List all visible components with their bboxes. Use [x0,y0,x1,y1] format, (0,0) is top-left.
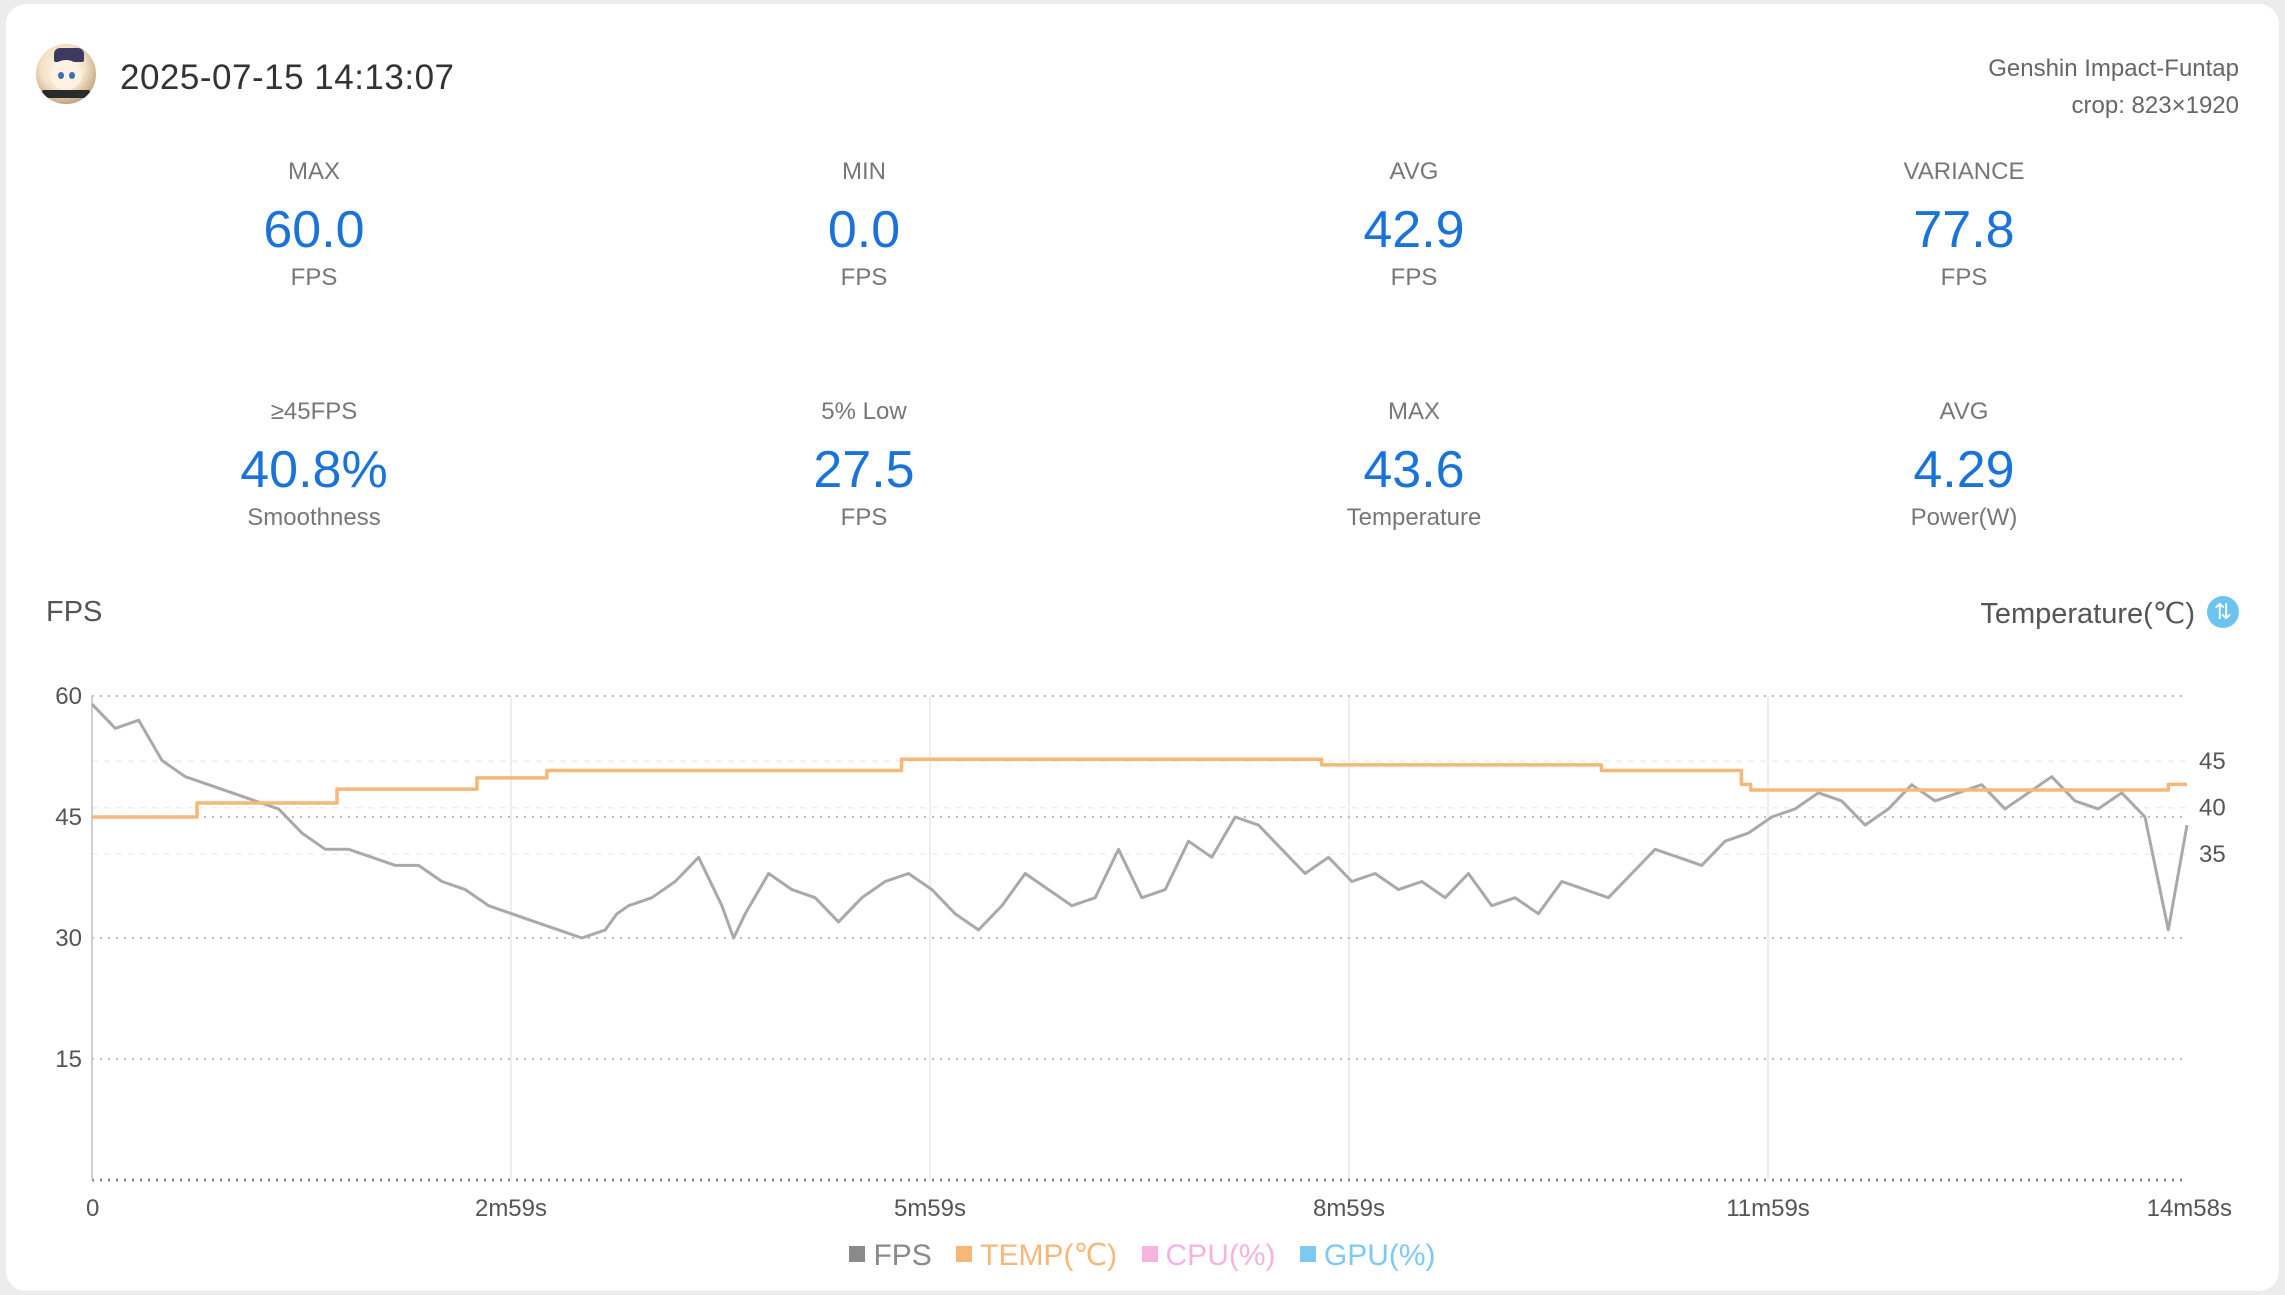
y-left-tick-label: 60 [55,683,82,710]
chart-left-axis-title: FPS [46,596,103,628]
stat-variance: VARIANCE 77.8 FPS [1774,158,2154,292]
x-tick-label: 5m59s [894,1195,966,1222]
avatar-eye-left [58,72,64,79]
x-tick-label: 2m59s [475,1195,547,1222]
stat-label: AVG [1389,158,1439,185]
performance-report-card [6,4,2279,1291]
legend-swatch-cpu [1141,1246,1158,1263]
x-tick-label: 14m58s [2147,1195,2232,1222]
app-name: Genshin Impact-Funtap [1988,55,2239,82]
stat-unit: FPS [1940,264,1988,291]
x-tick-label: 0 [86,1195,99,1222]
stat-min-fps: MIN 0.0 FPS [674,158,1054,292]
stat-unit: Temperature [1346,504,1482,531]
stat-value: 0.0 [827,201,901,259]
swap-vertical-icon[interactable]: ⇅ [2207,596,2239,628]
y-left-tick-label: 15 [55,1046,82,1073]
y-right-tick-label: 40 [2199,795,2226,822]
legend-label-gpu: GPU(%) [1323,1239,1436,1272]
y-right-tick-label: 35 [2199,841,2226,868]
stat-smoothness: ≥45FPS 40.8% Smoothness [124,398,504,532]
legend-swatch-fps [849,1246,866,1263]
legend-item-gpu[interactable]: GPU(%) [1299,1239,1436,1273]
legend-label-temp: TEMP(℃) [980,1239,1118,1272]
stat-label: MAX [1387,398,1440,425]
series-line-fps [90,703,2189,940]
stat-value: 27.5 [813,441,915,499]
stat-value: 4.29 [1913,441,2015,499]
stat-label: AVG [1939,398,1989,425]
fps-temperature-chart: 0 2m59s 5m59s 8m59s 11m59s 14m58s 15 30 45 60 35 40… [55,683,2232,1222]
stat-avg-fps: AVG 42.9 FPS [1224,158,1604,292]
avatar-face-shape [50,60,82,90]
stat-label: MAX [287,158,340,185]
stat-unit: Smoothness [247,504,381,531]
stat-unit: FPS [290,264,338,291]
stat-label: VARIANCE [1903,158,2025,185]
crop-size: crop: 823×1920 [2071,92,2239,119]
session-datetime: 2025-07-15 14:13:07 [120,58,455,97]
legend-item-cpu[interactable]: CPU(%) [1141,1239,1276,1273]
stat-max-fps: MAX 60.0 FPS [124,158,504,292]
legend-item-fps[interactable]: FPS [849,1239,932,1273]
stat-value: 60.0 [263,201,365,259]
stat-value: 40.8% [240,441,388,499]
avatar-hat-shape [54,48,84,62]
chart-legend: FPS TEMP(℃) CPU(%) GPU(%) [0,1238,2285,1273]
y-left-tick-label: 45 [55,804,82,831]
app-info: Genshin Impact-Funtap crop: 823×1920 [1988,50,2239,124]
avatar-eye-right [69,72,75,79]
stat-value: 77.8 [1913,201,2015,259]
stat-max-temperature: MAX 43.6 Temperature [1224,398,1604,532]
chart-right-axis-title: Temperature(℃) [1980,598,2195,630]
stat-unit: FPS [840,264,888,291]
stat-label: ≥45FPS [270,398,358,425]
app-avatar [36,44,96,104]
series-line-temp [92,757,2187,819]
legend-label-fps: FPS [873,1239,932,1272]
y-right-tick-label: 45 [2199,748,2226,775]
x-tick-label: 8m59s [1313,1195,1385,1222]
avatar-nameplate [42,90,90,98]
stat-unit: FPS [1390,264,1438,291]
stat-value: 42.9 [1363,201,1465,259]
stat-avg-power: AVG 4.29 Power(W) [1774,398,2154,532]
stat-5pct-low: 5% Low 27.5 FPS [674,398,1054,532]
legend-swatch-gpu [1299,1246,1316,1263]
y-left-tick-label: 30 [55,925,82,952]
x-tick-label: 11m59s [1726,1195,1810,1222]
legend-label-cpu: CPU(%) [1165,1239,1276,1272]
stat-label: MIN [842,158,886,185]
legend-swatch-temp [956,1246,973,1263]
stat-value: 43.6 [1363,441,1465,499]
stat-label: 5% Low [821,398,907,425]
legend-item-temp[interactable]: TEMP(℃) [956,1238,1117,1273]
stat-unit: Power(W) [1910,504,2018,531]
stat-unit: FPS [840,504,888,531]
